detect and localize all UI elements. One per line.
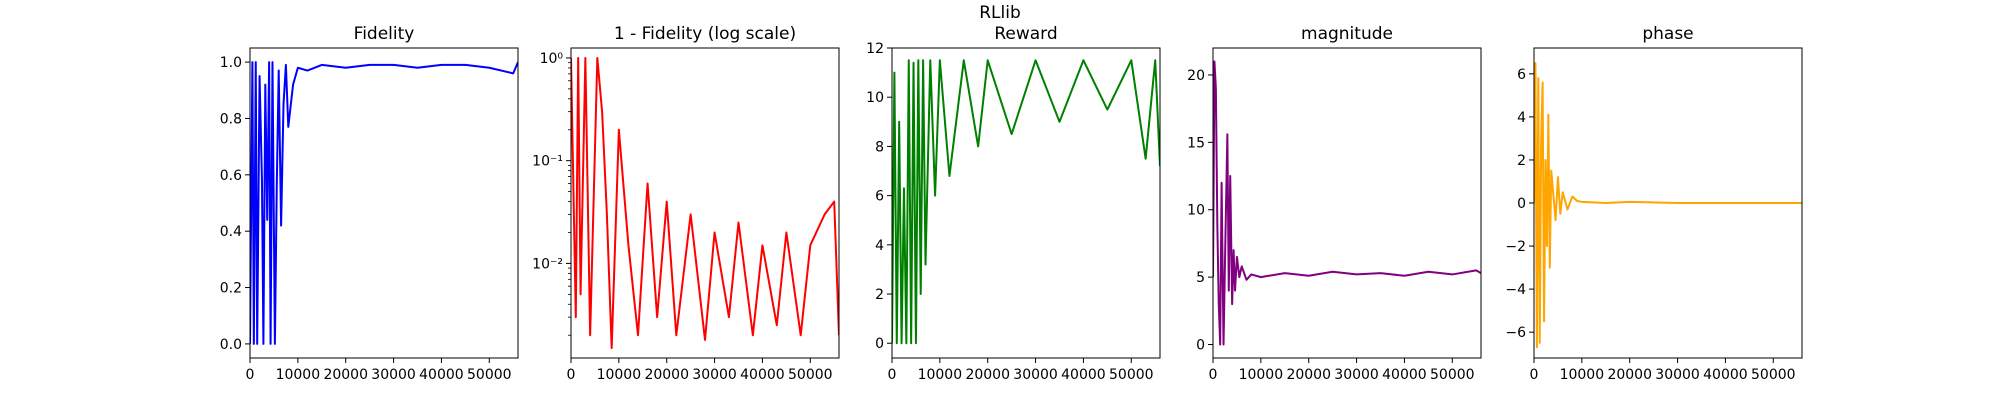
x-tick-label: 50000 (1109, 367, 1154, 383)
y-tick-label: 10⁻² (532, 256, 563, 272)
series-line-1 (571, 56, 839, 350)
x-tick-label: 30000 (371, 367, 416, 383)
chart-panel-1: Fidelity 0 10000 20000 30000 40000 50000 0.0 0.2… (220, 24, 519, 383)
x-tick-label: 0 (1530, 367, 1539, 383)
x-tick-label: 10000 (276, 367, 321, 383)
chart-panel-5: phase 0 10000 20000 30000 40000 50000 −6 −4 −2 0 2 4… (1505, 24, 1803, 383)
x-tick-label: 30000 (1334, 367, 1379, 383)
y-tick-label: 0 (1517, 196, 1526, 212)
y-tick-label: 10⁻¹ (532, 154, 563, 170)
chart-title: phase (1642, 24, 1693, 44)
y-tick-label: 0.0 (220, 337, 242, 353)
axes-frame (1212, 47, 1482, 359)
y-tick-label: 0.6 (220, 168, 242, 184)
y-tick-label: 10 (866, 90, 884, 106)
y-tick-label: 12 (866, 41, 884, 57)
y-tick-label: 0.4 (220, 224, 242, 240)
x-tick-label: 20000 (644, 367, 689, 383)
y-tick-label: 2 (1517, 153, 1526, 169)
y-tick-label: −6 (1505, 325, 1526, 341)
x-tick-label: 40000 (1061, 367, 1106, 383)
x-tick-label: 10000 (1560, 367, 1605, 383)
x-tick-label: 50000 (788, 367, 833, 383)
chart-panel-2: 1 - Fidelity (log scale) 0 10000 20000 30000… (532, 24, 840, 383)
y-tick-label: 5 (1196, 270, 1205, 286)
x-tick-label: 50000 (1751, 367, 1796, 383)
y-tick-label: 6 (875, 189, 884, 205)
x-tick-label: 30000 (692, 367, 737, 383)
x-tick-label: 0 (567, 367, 576, 383)
x-tick-label: 10000 (918, 367, 963, 383)
y-tick-label: 0 (1196, 338, 1205, 354)
axes-frame (891, 47, 1161, 359)
series-line-1 (1534, 62, 1802, 349)
x-tick-label: 20000 (1607, 367, 1652, 383)
x-tick-label: 20000 (323, 367, 368, 383)
axes-frame (570, 47, 840, 359)
y-tick-label: −4 (1505, 282, 1526, 298)
chart-panel-3: Reward 0 10000 20000 30000 40000 50000 0 2 4 6 8 10 1… (866, 24, 1161, 383)
series-line-1 (250, 61, 518, 345)
x-tick-label: 40000 (1703, 367, 1748, 383)
y-tick-label: 8 (875, 139, 884, 155)
series-line-1 (892, 59, 1160, 345)
x-tick-label: 0 (1209, 367, 1218, 383)
x-tick-label: 10000 (1239, 367, 1284, 383)
chart-title: Reward (994, 24, 1057, 44)
x-tick-label: 50000 (1430, 367, 1475, 383)
chart-title: magnitude (1301, 24, 1393, 44)
series-line-1 (1213, 60, 1481, 346)
x-tick-label: 20000 (965, 367, 1010, 383)
x-tick-label: 40000 (740, 367, 785, 383)
y-tick-label: 6 (1517, 67, 1526, 83)
y-tick-label: 20 (1187, 68, 1205, 84)
y-tick-label: 4 (1517, 110, 1526, 126)
y-tick-label: 2 (875, 287, 884, 303)
chart-title: Fidelity (354, 24, 415, 44)
x-tick-label: 0 (246, 367, 255, 383)
figure-title: RLlib (979, 3, 1021, 23)
y-tick-label: 0 (875, 336, 884, 352)
x-tick-label: 0 (888, 367, 897, 383)
x-tick-label: 20000 (1286, 367, 1331, 383)
y-tick-label: 0.8 (220, 111, 242, 127)
x-tick-label: 30000 (1655, 367, 1700, 383)
x-tick-label: 30000 (1013, 367, 1058, 383)
y-tick-label: 15 (1187, 135, 1205, 151)
y-tick-label: 1.0 (220, 55, 242, 71)
y-tick-label: 10 (1187, 203, 1205, 219)
y-tick-label: 0.2 (220, 281, 242, 297)
x-tick-label: 50000 (467, 367, 512, 383)
x-tick-label: 40000 (419, 367, 464, 383)
axes-frame (249, 47, 519, 359)
x-tick-label: 10000 (597, 367, 642, 383)
y-tick-label: 4 (875, 238, 884, 254)
y-tick-label: −2 (1505, 239, 1526, 255)
x-tick-label: 40000 (1382, 367, 1427, 383)
chart-title: 1 - Fidelity (log scale) (614, 24, 796, 44)
y-tick-label: 10⁰ (540, 51, 564, 67)
chart-panel-4: magnitude 0 10000 20000 30000 40000 50000 0 5 10 1… (1187, 24, 1482, 383)
